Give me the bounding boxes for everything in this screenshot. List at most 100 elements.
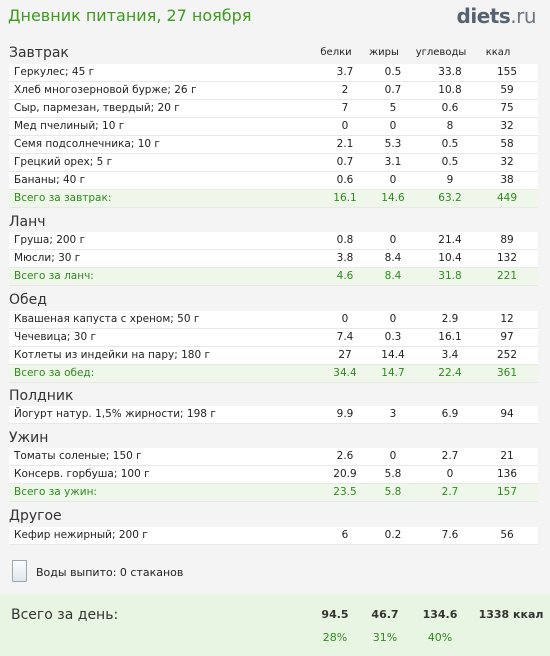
food-row[interactable]: Бананы; 40 г 0.6 0 9 38 [9,172,538,190]
fat-value: 8.4 [384,252,402,264]
fat-value: 0.5 [384,66,402,78]
food-name: Мюсли; 30 г [14,252,81,264]
food-row[interactable]: Кефир нежирный; 200 г 6 0.2 7.6 56 [9,527,538,545]
food-row[interactable]: Грецкий орех; 5 г 0.7 3.1 0.5 32 [9,154,538,172]
protein-value: 20.9 [333,468,357,480]
protein-value: 7.4 [336,331,354,343]
protein-value: 0 [341,120,349,132]
kcal-total: 221 [496,270,518,282]
day-carbs-percent: 40% [427,631,453,644]
food-row[interactable]: Чечевица; 30 г 7.4 0.3 16.1 97 [9,329,538,347]
food-name: Консерв. горбуша; 100 г [14,468,150,480]
protein-value: 2 [341,84,349,96]
fat-value: 0 [389,450,397,462]
day-kcal: 1338 ккал [478,608,544,621]
fat-value: 0 [389,120,397,132]
protein-value: 2.6 [336,450,354,462]
food-row[interactable]: Мюсли; 30 г 3.8 8.4 10.4 132 [9,250,538,268]
meal-total-row: Всего за ужин: 23.5 5.8 2.7 157 [9,484,538,502]
food-row[interactable]: Сыр, пармезан, твердый; 20 г 7 5 0.6 75 [9,100,538,118]
total-label: Всего за обед: [14,367,95,379]
protein-value: 27 [338,349,352,361]
fat-value: 3.1 [384,156,402,168]
kcal-value: 58 [500,138,514,150]
food-row[interactable]: Груша; 200 г 0.8 0 21.4 89 [9,232,538,250]
fat-value: 0 [389,313,397,325]
fat-value: 0.3 [384,331,402,343]
day-fat-percent: 31% [372,631,398,644]
logo-main: diets [456,4,511,28]
food-row[interactable]: Мед пчелиный; 10 г 0 0 8 32 [9,118,538,136]
carbs-value: 2.9 [441,313,459,325]
carbs-total: 22.4 [438,367,462,379]
fat-value: 3 [389,408,397,420]
kcal-value: 252 [496,349,518,361]
food-row[interactable]: Йогурт натур. 1,5% жирности; 198 г 9.9 3 6.… [9,406,538,424]
meal-title-dinner: Обед [9,292,47,308]
food-row[interactable]: Хлеб многозерновой бурже; 26 г 2 0.7 10.8 59 [9,82,538,100]
carbs-value: 0 [446,468,454,480]
carbs-value: 21.4 [438,234,462,246]
kcal-value: 32 [500,120,514,132]
food-name: Котлеты из индейки на пару; 180 г [14,349,210,361]
column-kcal: ккал [485,47,511,58]
food-name: Мед пчелиный; 10 г [14,120,125,132]
column-protein: белки [320,47,352,58]
meal-total-row: Всего за завтрак: 16.1 14.6 63.2 449 [9,190,538,208]
day-carbs: 134.6 [422,608,458,621]
protein-value: 6 [341,529,349,541]
food-name: Сыр, пармезан, твердый; 20 г [14,102,180,114]
carbs-value: 0.5 [441,138,459,150]
food-row[interactable]: Котлеты из индейки на пару; 180 г 27 14.4 3… [9,347,538,365]
total-label: Всего за ужин: [14,486,97,498]
meal-title-other: Другое [9,508,62,524]
carbs-value: 3.4 [441,349,459,361]
day-total-label: Всего за день: [11,607,119,623]
day-fat: 46.7 [371,608,399,621]
column-carbs: углеводы [415,47,467,58]
carbs-value: 8 [446,120,454,132]
kcal-value: 89 [500,234,514,246]
fat-value: 0.2 [384,529,402,541]
food-row[interactable]: Томаты соленые; 150 г 2.6 0 2.7 21 [9,448,538,466]
food-row[interactable]: Консерв. горбуша; 100 г 20.9 5.8 0 136 [9,466,538,484]
food-name: Йогурт натур. 1,5% жирности; 198 г [14,408,216,420]
kcal-value: 136 [496,468,518,480]
fat-total: 5.8 [384,486,402,498]
food-name: Семя подсолнечника; 10 г [14,138,160,150]
kcal-value: 12 [500,313,514,325]
kcal-value: 75 [500,102,514,114]
water-glass-icon[interactable] [12,560,27,582]
food-row[interactable]: Квашеная капуста с хреном; 50 г 0 0 2.9 12 [9,311,538,329]
protein-value: 2.1 [336,138,354,150]
food-name: Грецкий орех; 5 г [14,156,113,168]
fat-value: 0.7 [384,84,402,96]
protein-value: 0.7 [336,156,354,168]
fat-total: 14.6 [381,192,405,204]
kcal-value: 38 [500,174,514,186]
kcal-value: 155 [496,66,518,78]
carbs-value: 0.6 [441,102,459,114]
food-name: Квашеная капуста с хреном; 50 г [14,313,200,325]
food-row[interactable]: Семя подсолнечника; 10 г 2.1 5.3 0.5 58 [9,136,538,154]
day-protein-percent: 28% [322,631,348,644]
protein-total: 23.5 [333,486,357,498]
fat-total: 14.7 [381,367,405,379]
meal-total-row: Всего за обед: 34.4 14.7 22.4 361 [9,365,538,383]
site-logo[interactable]: diets.ru [456,4,537,28]
protein-value: 0.8 [336,234,354,246]
carbs-value: 10.4 [438,252,462,264]
day-protein: 94.5 [321,608,349,621]
food-row[interactable]: Геркулес; 45 г 3.7 0.5 33.8 155 [9,64,538,82]
meal-title-lunch: Ланч [9,214,46,230]
fat-value: 5.3 [384,138,402,150]
carbs-total: 2.7 [441,486,459,498]
protein-value: 3.8 [336,252,354,264]
kcal-value: 132 [496,252,518,264]
protein-value: 0.6 [336,174,354,186]
food-name: Груша; 200 г [14,234,86,246]
kcal-value: 21 [500,450,514,462]
fat-value: 14.4 [381,349,405,361]
protein-total: 16.1 [333,192,357,204]
meal-title-snack: Полдник [9,388,74,404]
